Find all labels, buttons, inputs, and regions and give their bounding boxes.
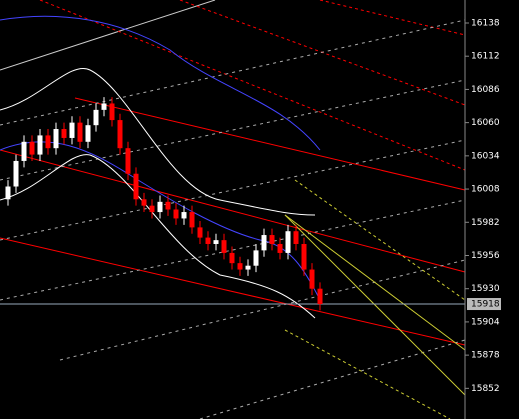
candle-body: [53, 129, 59, 149]
y-tick-label: 15878: [471, 351, 500, 361]
candle-body: [173, 209, 179, 219]
candle-body: [253, 250, 259, 266]
candle-body: [269, 235, 275, 244]
candle-body: [165, 201, 171, 210]
y-tick-label: 16008: [471, 185, 500, 195]
candle-body: [21, 141, 27, 161]
y-tick-label: 16034: [471, 151, 500, 161]
y-tick-label: 16112: [471, 52, 500, 62]
candle-body: [61, 129, 67, 138]
candle-body: [189, 212, 195, 228]
candle-body: [205, 237, 211, 244]
candle-body: [197, 227, 203, 238]
y-tick-label: 16086: [471, 85, 500, 95]
candle-body: [261, 235, 267, 251]
y-tick-label: 15956: [471, 251, 500, 261]
candle-body: [109, 103, 115, 121]
candle-body: [117, 120, 123, 149]
candle-body: [101, 103, 107, 110]
candle-body: [309, 269, 315, 289]
candle-body: [77, 122, 83, 142]
candle-body: [5, 186, 11, 200]
y-tick-label: 15904: [471, 317, 500, 327]
candle-body: [69, 122, 75, 138]
candle-body: [45, 135, 51, 149]
y-tick-label: 15982: [471, 218, 500, 228]
y-tick-label: 15930: [471, 284, 500, 294]
candle-body: [29, 141, 35, 155]
candle-body: [157, 201, 163, 213]
y-tick-label: 16138: [471, 18, 500, 28]
y-tick-label: 15852: [471, 384, 500, 394]
candle-body: [213, 240, 219, 244]
price-label: 15918: [471, 300, 500, 310]
candle-body: [277, 243, 283, 253]
candle-body: [125, 148, 131, 174]
candle-body: [229, 252, 235, 264]
candle-body: [245, 265, 251, 270]
overlays: [0, 0, 466, 419]
y-tick-label: 16060: [471, 118, 500, 128]
candle-body: [221, 240, 227, 253]
candle-body: [13, 160, 19, 187]
candle-body: [317, 288, 323, 305]
candle-body: [149, 205, 155, 213]
candle-body: [293, 231, 299, 244]
candle-body: [37, 135, 43, 155]
candle-body: [237, 263, 243, 270]
price-label-box: [467, 298, 501, 311]
candle-body: [181, 212, 187, 219]
candle-body: [285, 231, 291, 253]
candle-body: [301, 243, 307, 270]
candle-body: [85, 125, 91, 142]
candle-body: [141, 199, 147, 206]
candle-body: [93, 109, 99, 126]
candle-body: [133, 173, 139, 200]
